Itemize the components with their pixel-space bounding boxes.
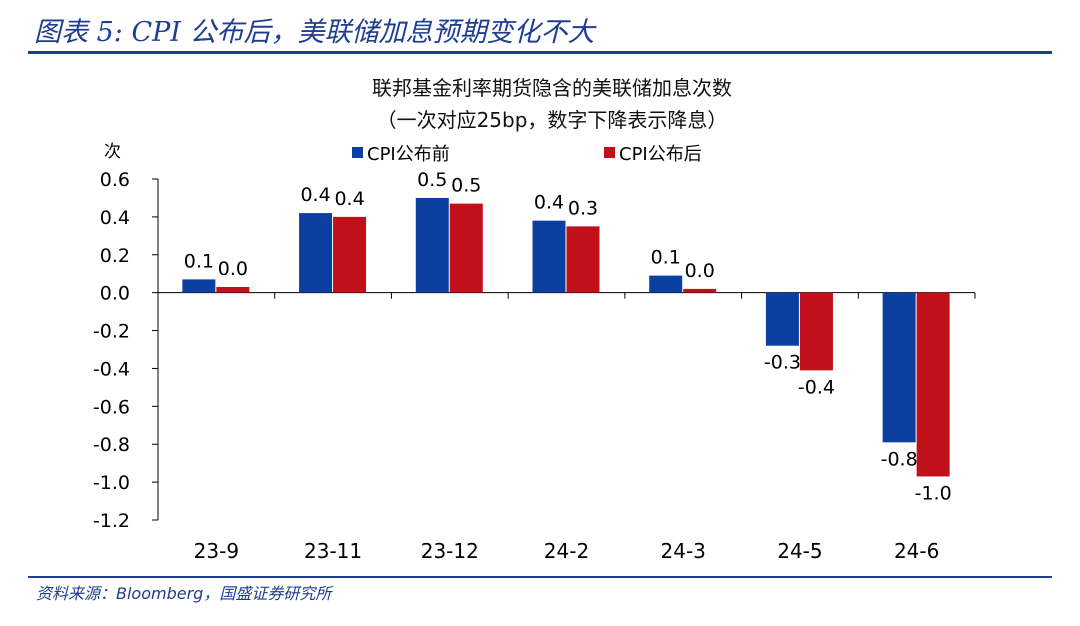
x-tick-label: 23-9 [194,539,239,563]
bar-before [532,220,566,293]
y-tick-label: -1.0 [93,472,130,494]
data-label: 0.0 [685,260,715,282]
legend-label: CPI公布前 [367,144,450,165]
data-label: 0.4 [334,188,364,210]
bar-before [882,292,916,443]
x-tick-label: 24-6 [894,539,939,563]
bar-before [649,275,683,293]
bar-after [449,203,483,293]
x-tick-label: 24-2 [544,539,589,563]
y-tick-label: -0.8 [93,434,130,456]
data-label: -0.4 [798,376,835,398]
y-tick-label: -0.2 [93,321,130,343]
legend-swatch [352,147,363,158]
bar-after [683,288,717,293]
x-tick-label: 23-12 [421,539,479,563]
x-tick-label: 24-5 [777,539,822,563]
legend-label: CPI公布后 [619,144,702,165]
figure-title: 图表 5: CPI 公布后，美联储加息预期变化不大 [34,17,595,48]
bar-after [216,286,250,293]
y-tick-label: -0.4 [93,358,130,380]
bar-after [566,226,600,293]
data-label: -0.8 [881,448,918,470]
y-axis-label: 次 [104,142,121,162]
y-tick-label: -1.2 [93,510,130,532]
bar-before [765,292,799,346]
source-note: 资料来源：Bloomberg，国盛证券研究所 [36,584,332,603]
data-label: 0.4 [534,192,564,214]
chart-subtitle: （一次对应25bp，数字下降表示降息） [376,108,728,132]
bar-after [799,292,833,371]
bar-before [182,279,216,293]
data-label: 0.3 [568,197,598,219]
title-rule [28,51,1052,54]
legend-swatch [604,147,615,158]
data-label: 0.5 [417,169,447,191]
x-tick-label: 24-3 [661,539,706,563]
y-tick-label: 0.4 [100,207,130,229]
data-label: 0.5 [451,175,481,197]
data-label: -0.3 [764,352,801,374]
bar-before [415,197,449,293]
chart-title: 联邦基金利率期货隐含的美联储加息次数 [372,76,732,100]
y-tick-label: 0.2 [100,245,130,267]
bar-after [916,292,950,477]
data-label: 0.1 [184,250,214,272]
footer-rule [28,576,1052,578]
y-tick-label: -0.6 [93,396,130,418]
data-label: 0.0 [218,258,248,280]
y-tick-label: 0.0 [100,283,130,305]
bar-after [333,216,367,293]
data-label: 0.4 [300,184,330,206]
bar-before [299,213,333,293]
x-tick-label: 23-11 [304,539,362,563]
y-tick-label: 0.6 [100,169,130,191]
data-label: -1.0 [915,482,952,504]
data-label: 0.1 [651,247,681,269]
